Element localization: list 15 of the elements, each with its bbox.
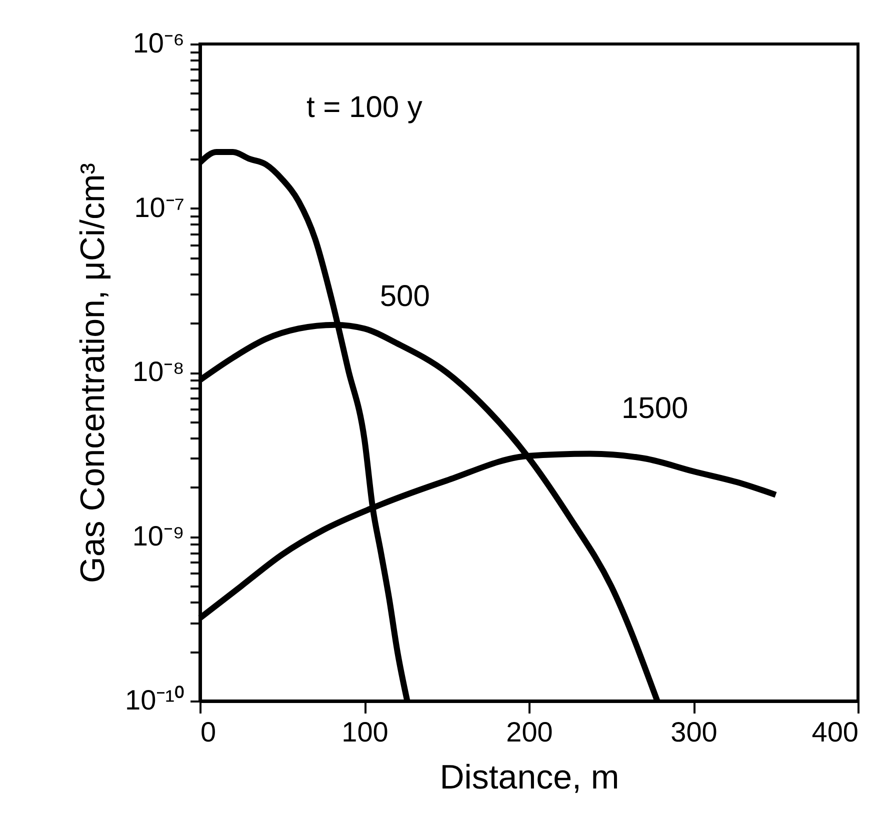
x-tick-label: 0 xyxy=(200,716,216,748)
series-label: 1500 xyxy=(621,392,688,425)
y-tick-label: 10⁻⁷ xyxy=(134,192,184,223)
x-tick-label: 100 xyxy=(342,716,388,748)
y-tick-label: 10⁻⁸ xyxy=(132,356,184,387)
x-tick-label: 400 xyxy=(812,716,858,748)
series-label: 500 xyxy=(380,280,430,313)
y-axis-title: Gas Concentration, μCi/cm³ xyxy=(74,162,112,584)
y-tick-label: 10⁻⁶ xyxy=(132,28,184,58)
x-axis-title: Distance, m xyxy=(440,758,620,796)
series-label: t = 100 y xyxy=(306,91,422,124)
y-tick-label: 10⁻⁹ xyxy=(132,520,184,552)
y-tick-label: 10⁻¹⁰ xyxy=(125,684,184,716)
x-tick-label: 200 xyxy=(506,716,553,748)
x-tick-label: 300 xyxy=(670,716,718,748)
